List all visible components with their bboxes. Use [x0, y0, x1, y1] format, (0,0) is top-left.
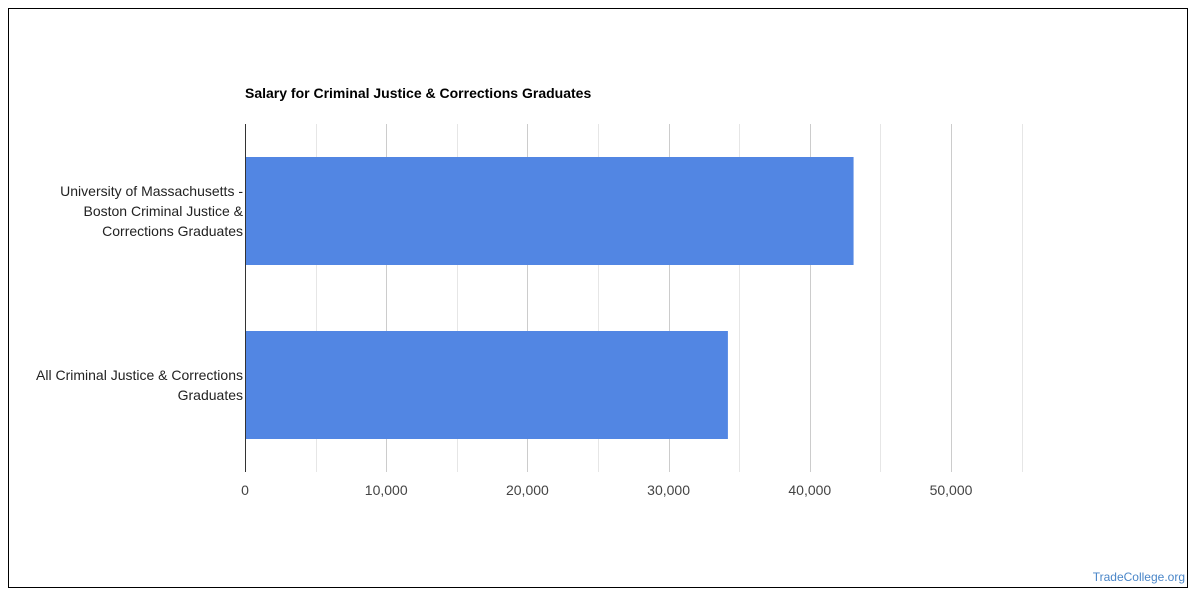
bars	[245, 157, 854, 439]
category-labels: University of Massachusetts - Boston Crim…	[36, 183, 244, 403]
chart-title: Salary for Criminal Justice & Correction…	[245, 85, 592, 101]
x-tick-label: 10,000	[365, 482, 408, 498]
category-label: Graduates	[178, 387, 243, 403]
category-label: Corrections Graduates	[102, 223, 243, 239]
category-label: University of Massachusetts -	[60, 183, 243, 199]
x-tick-label: 30,000	[647, 482, 690, 498]
watermark-link[interactable]: TradeCollege.org	[1092, 570, 1185, 584]
bar	[245, 157, 854, 265]
bar	[245, 331, 728, 439]
x-tick-label: 50,000	[930, 482, 973, 498]
x-tick-label: 0	[241, 482, 249, 498]
x-tick-label: 20,000	[506, 482, 549, 498]
x-tick-label: 40,000	[788, 482, 831, 498]
chart-frame	[8, 8, 1188, 588]
category-label: All Criminal Justice & Corrections	[36, 367, 243, 383]
x-tick-labels: 0 10,000 20,000 30,000 40,000 50,000	[241, 482, 973, 498]
category-label: Boston Criminal Justice &	[83, 203, 243, 219]
